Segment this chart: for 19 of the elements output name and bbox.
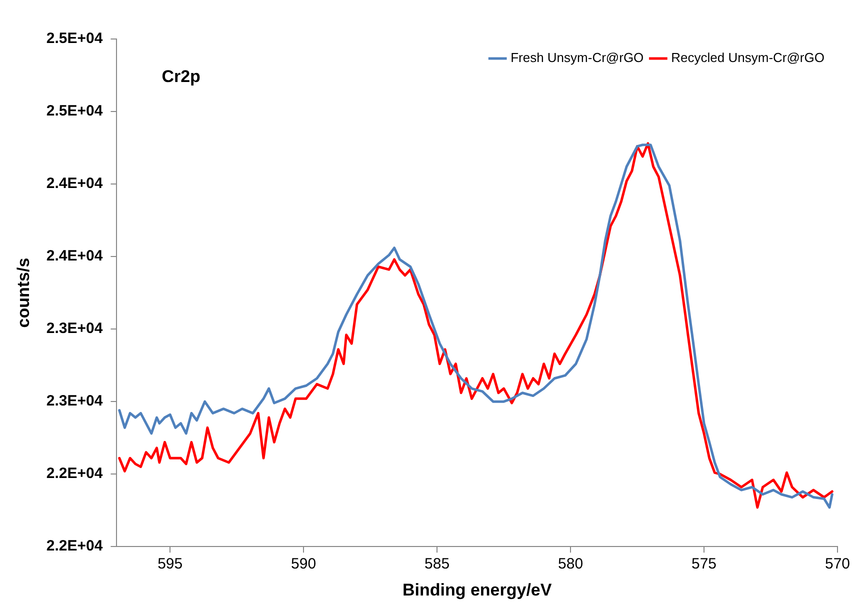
y-tick-label: 2.2E+04: [46, 465, 104, 482]
x-tick-label: 580: [558, 556, 584, 573]
y-tick-label: 2.3E+04: [46, 392, 104, 410]
legend-label: Recycled Unsym-Cr@rGO: [671, 50, 824, 66]
x-tick-label: 595: [158, 556, 183, 573]
y-tick-label: 2.3E+04: [46, 320, 104, 338]
annotation: Cr2p: [162, 67, 200, 86]
x-tick-label: 575: [691, 556, 717, 573]
y-tick-label: 2.2E+04: [46, 538, 104, 555]
x-tick-label: 585: [424, 556, 450, 573]
x-tick-label: 590: [291, 556, 316, 573]
x-axis-title: Binding energy/eV: [402, 580, 552, 600]
y-tick-label: 2.5E+04: [46, 102, 104, 120]
y-tick-label: 2.4E+04: [46, 248, 104, 265]
y-tick-label: 2.5E+04: [46, 30, 104, 48]
legend-label: Fresh Unsym-Cr@rGO: [510, 50, 644, 66]
y-tick-label: 2.4E+04: [46, 175, 104, 192]
y-axis-title: counts/s: [14, 258, 33, 328]
x-tick-label: 570: [824, 556, 850, 573]
